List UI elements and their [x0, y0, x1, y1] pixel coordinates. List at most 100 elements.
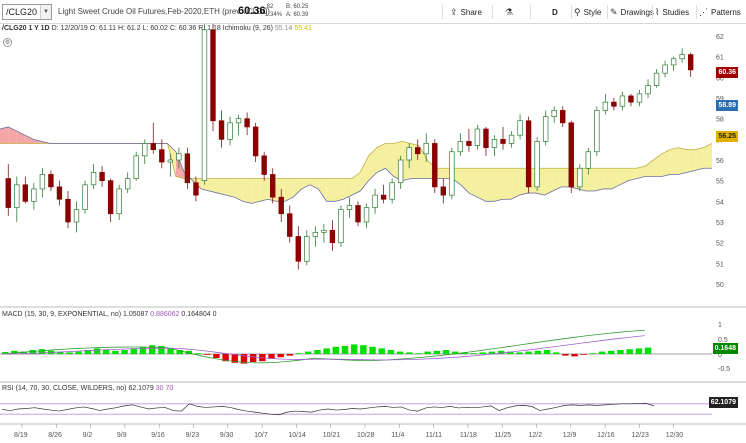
candle-body [517, 120, 523, 136]
macd-histogram-bar [305, 351, 312, 354]
x-axis-label: 10/21 [323, 432, 341, 439]
candle-body [31, 188, 37, 202]
ichimoku-cloud-segment [301, 178, 310, 189]
ichimoku-cloud-segment [418, 145, 428, 179]
candle-body [321, 229, 327, 233]
macd-histogram-bar [84, 350, 92, 354]
ichimoku-cloud-segment [510, 168, 520, 200]
info-date: D: 12/20/19 [51, 25, 88, 32]
ichimoku-cloud-segment [226, 178, 235, 198]
candle-body [287, 213, 293, 237]
ichimoku-cloud-segment [309, 178, 319, 189]
ichimoku-cloud-segment [209, 178, 218, 194]
rsi-title-line: RSI (14, 70, 30, CLOSE, WILDERS, no) 62.… [2, 385, 173, 392]
bid-ask: B: 60.25 A: 60.39 [286, 3, 308, 19]
ichimoku-cloud-segment [661, 149, 671, 177]
share-label: Share [460, 7, 482, 17]
settings-icon[interactable]: ⚙ [3, 38, 12, 47]
style-button[interactable]: ⚲ Style [574, 4, 601, 20]
rsi-value: 62.1079 [128, 385, 154, 392]
candle-body [500, 138, 506, 144]
macd-histogram-bar [350, 344, 358, 354]
info-low: L: 60.02 [142, 25, 168, 32]
macd-histogram-bar [240, 354, 248, 364]
macd-histogram-bar [341, 346, 349, 354]
last-price: 60.36 [238, 5, 266, 17]
macd-histogram-bar [20, 351, 27, 354]
macd-histogram-bar [222, 354, 229, 362]
flask-button[interactable]: ⚗ [505, 4, 513, 20]
candle-body [466, 141, 472, 146]
macd-histogram-bar [103, 350, 110, 354]
ichimoku-cloud-segment [477, 168, 486, 202]
toolbar-divider [530, 5, 531, 19]
macd-histogram-bar [635, 348, 643, 354]
studies-button[interactable]: ⌇ Studies [655, 4, 689, 20]
ichimoku-cloud-segment [686, 149, 696, 173]
macd-histogram-bar [571, 354, 578, 357]
macd-histogram-bar [497, 350, 505, 354]
candle-body [389, 182, 395, 200]
candle-body [525, 120, 532, 188]
macd-histogram-bar [112, 350, 119, 354]
chevron-down-icon[interactable]: ▼ [40, 5, 51, 19]
macd-histogram-bar [185, 350, 193, 354]
macd-histogram-bar [204, 354, 211, 355]
drawings-label: Drawings [620, 7, 654, 17]
price-axis-label: 62 [716, 34, 724, 41]
x-axis-label: 9/16 [151, 432, 165, 439]
studies-label: Studies [662, 7, 690, 17]
symbol-box[interactable]: ▼ [2, 4, 52, 20]
candle-body [508, 134, 515, 144]
macd-histogram-bar [424, 351, 431, 354]
ichimoku-cloud-segment [284, 178, 294, 202]
ichimoku-value-1: 55.14 [274, 25, 293, 32]
x-axis-label: 11/4 [391, 432, 404, 439]
candle-body [440, 186, 446, 196]
timeframe-button[interactable]: D [552, 4, 558, 20]
symbol-input[interactable] [3, 5, 39, 19]
candle-body [210, 29, 216, 122]
ichimoku-cloud-segment [343, 178, 352, 200]
pencil-icon: ✎ [610, 6, 618, 17]
bid-value: B: 60.25 [286, 4, 309, 10]
macd-histogram-bar [562, 354, 569, 356]
macd-histogram-bar [148, 345, 156, 354]
style-label: Style [583, 7, 602, 17]
candle-body [645, 85, 651, 95]
macd-histogram-bar [130, 348, 137, 354]
macd-histogram-bar [415, 353, 422, 354]
macd-axis-label: 0.5 [718, 337, 728, 344]
macd-histogram-bar [286, 354, 294, 356]
macd-histogram-bar [525, 351, 532, 354]
candle-body [39, 174, 46, 190]
candle-body [594, 110, 600, 153]
candle-body [227, 122, 233, 140]
macd-histogram-bar [617, 350, 624, 354]
price-axis-label: 50 [716, 282, 724, 289]
x-axis-label: 10/14 [288, 432, 306, 439]
patterns-button[interactable]: ⋰ Patterns [699, 4, 741, 20]
share-button[interactable]: ⇪ Share [450, 4, 482, 20]
macd-histogram-bar [626, 349, 633, 354]
macd-value-1: 1.05087 [123, 311, 149, 318]
candle-body [619, 95, 626, 107]
price-axis-label: 58 [716, 117, 724, 124]
x-axis-label: 12/16 [597, 432, 615, 439]
candle-body [423, 143, 429, 155]
candle-body [201, 29, 208, 182]
ichimoku-cloud-segment [318, 178, 327, 202]
drawings-button[interactable]: ✎ Drawings [610, 4, 654, 20]
ichimoku-cloud-segment [636, 166, 645, 179]
ichimoku-cloud-segment [502, 168, 511, 200]
candle-body [107, 180, 114, 215]
candle-body [687, 54, 694, 71]
macd-histogram-bar [598, 351, 606, 354]
candle-body [193, 182, 199, 196]
toolbar-divider [607, 5, 608, 19]
ichimoku-cloud-segment [485, 168, 495, 202]
candle-body [662, 64, 668, 74]
top-toolbar: ▼ Light Sweet Crude Oil Futures,Feb-2020… [0, 0, 746, 24]
price-chart[interactable]: 6261605958575655545352515010.50-0.58/198… [0, 24, 746, 443]
macd-histogram-bar [176, 350, 183, 354]
